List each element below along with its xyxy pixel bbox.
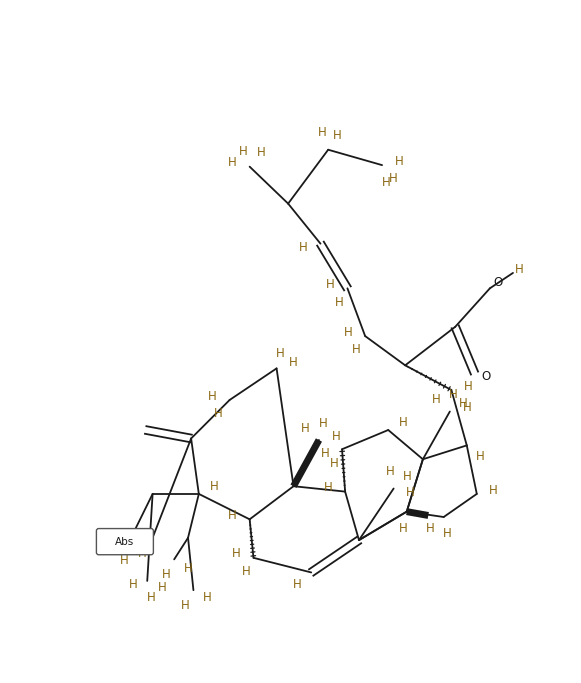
- Text: H: H: [476, 451, 485, 464]
- Text: H: H: [432, 393, 440, 406]
- FancyBboxPatch shape: [96, 529, 153, 555]
- Text: H: H: [162, 568, 171, 581]
- Text: H: H: [403, 471, 412, 484]
- Text: H: H: [289, 356, 298, 369]
- Text: H: H: [239, 145, 248, 158]
- Text: H: H: [232, 548, 241, 561]
- Text: H: H: [443, 527, 452, 540]
- Text: H: H: [515, 262, 523, 275]
- Text: H: H: [110, 542, 119, 555]
- Text: H: H: [120, 555, 128, 568]
- Text: H: H: [276, 346, 285, 359]
- Text: H: H: [352, 344, 360, 357]
- Text: H: H: [318, 126, 327, 139]
- Text: H: H: [335, 296, 344, 309]
- Text: H: H: [301, 422, 310, 435]
- Text: H: H: [462, 401, 471, 414]
- Text: H: H: [228, 156, 237, 169]
- Text: H: H: [449, 388, 458, 401]
- Text: H: H: [146, 591, 156, 604]
- Text: H: H: [458, 398, 467, 410]
- Text: H: H: [332, 430, 340, 443]
- Text: H: H: [210, 479, 218, 492]
- Text: H: H: [321, 447, 329, 460]
- Text: H: H: [406, 486, 415, 499]
- Text: Abs: Abs: [115, 537, 135, 546]
- Text: H: H: [382, 176, 390, 189]
- Text: H: H: [425, 522, 434, 535]
- Text: H: H: [464, 380, 473, 393]
- Text: H: H: [385, 465, 394, 478]
- Text: H: H: [242, 565, 250, 579]
- Text: H: H: [129, 579, 138, 591]
- Text: H: H: [324, 482, 332, 494]
- Text: H: H: [394, 155, 403, 168]
- Text: H: H: [214, 407, 223, 420]
- Text: H: H: [299, 241, 308, 254]
- Text: H: H: [399, 522, 407, 535]
- Text: H: H: [228, 509, 237, 522]
- Text: H: H: [293, 578, 302, 591]
- Text: H: H: [203, 591, 211, 604]
- Text: H: H: [326, 278, 335, 291]
- Text: O: O: [493, 276, 502, 289]
- Text: H: H: [209, 389, 217, 402]
- Text: H: H: [344, 326, 353, 339]
- Text: H: H: [181, 599, 190, 612]
- Text: H: H: [399, 416, 408, 429]
- Text: H: H: [184, 562, 192, 575]
- Text: H: H: [333, 129, 342, 142]
- Text: H: H: [489, 484, 498, 497]
- Text: H: H: [318, 417, 327, 430]
- Text: H: H: [330, 457, 339, 470]
- Text: H: H: [389, 173, 398, 186]
- Text: H: H: [158, 581, 167, 594]
- Text: H: H: [257, 146, 266, 159]
- Text: H: H: [138, 546, 146, 559]
- Text: O: O: [482, 370, 490, 383]
